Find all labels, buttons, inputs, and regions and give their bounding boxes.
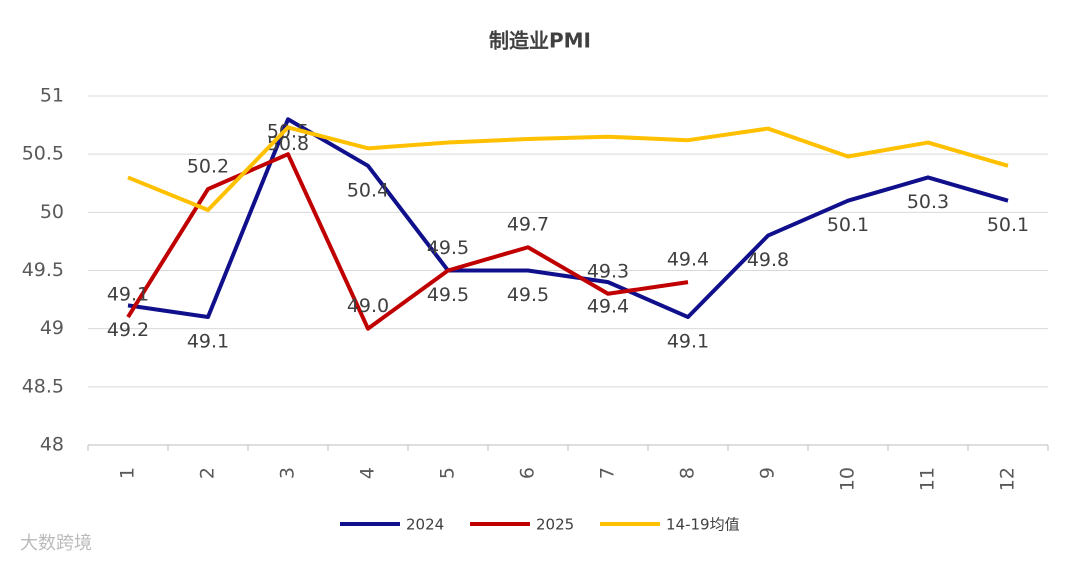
data-label: 49.2 xyxy=(107,319,149,341)
legend-label: 2025 xyxy=(536,516,574,534)
data-label: 49.5 xyxy=(507,284,549,306)
x-tick-label: 4 xyxy=(357,467,379,479)
y-tick-label: 48 xyxy=(40,434,64,456)
series-line xyxy=(126,152,689,331)
y-tick-label: 49 xyxy=(40,317,64,339)
x-tick-label: 8 xyxy=(677,467,699,479)
x-tick-label: 1 xyxy=(117,467,139,479)
data-label: 50.1 xyxy=(827,214,869,236)
data-label: 49.1 xyxy=(667,331,709,353)
data-label: 50.1 xyxy=(987,214,1029,236)
series-line xyxy=(127,125,1009,213)
x-tick-label: 6 xyxy=(517,467,539,479)
x-tick-label: 9 xyxy=(757,467,779,479)
legend-label: 2024 xyxy=(406,516,444,534)
data-label: 50.4 xyxy=(347,179,389,201)
legend-label: 14-19均值 xyxy=(666,516,740,534)
data-label: 49.3 xyxy=(587,260,629,282)
x-tick-label: 11 xyxy=(917,467,939,491)
data-label: 50.2 xyxy=(187,156,229,178)
data-label: 49.7 xyxy=(507,214,549,236)
data-label: 49.1 xyxy=(187,331,229,353)
data-label: 50.3 xyxy=(907,191,949,213)
y-tick-label: 48.5 xyxy=(22,375,64,397)
data-label: 49.4 xyxy=(667,249,709,271)
data-label: 49.5 xyxy=(427,237,469,259)
x-tick-label: 5 xyxy=(437,467,459,479)
data-label: 49.5 xyxy=(427,284,469,306)
chart-title: 制造业PMI xyxy=(489,29,591,53)
data-label: 49.8 xyxy=(747,249,789,271)
x-tick-label: 3 xyxy=(277,467,299,479)
y-tick-label: 49.5 xyxy=(22,259,64,281)
series-line xyxy=(127,117,1009,320)
y-tick-label: 50 xyxy=(40,201,64,223)
data-label: 49.4 xyxy=(587,296,629,318)
x-tick-label: 12 xyxy=(997,467,1019,491)
y-tick-label: 51 xyxy=(40,85,64,107)
x-tick-label: 10 xyxy=(837,467,859,491)
data-label: 49.0 xyxy=(347,295,389,317)
x-tick-label: 7 xyxy=(597,467,619,479)
y-tick-label: 50.5 xyxy=(22,143,64,165)
x-tick-label: 2 xyxy=(197,467,219,479)
watermark: 大数跨境 xyxy=(20,533,92,554)
data-label: 49.1 xyxy=(107,284,149,306)
